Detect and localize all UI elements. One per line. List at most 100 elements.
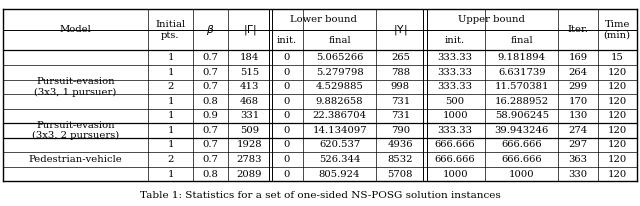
Text: 5.065266: 5.065266	[316, 53, 364, 62]
Text: 265: 265	[391, 53, 410, 62]
Text: Initial
pts.: Initial pts.	[156, 20, 186, 40]
Text: 0.9: 0.9	[203, 111, 219, 120]
Text: 0: 0	[284, 155, 290, 164]
Text: 15: 15	[611, 53, 623, 62]
Text: 8532: 8532	[388, 155, 413, 164]
Text: 120: 120	[607, 170, 627, 179]
Text: 5.279798: 5.279798	[316, 68, 364, 77]
Text: 120: 120	[607, 155, 627, 164]
Text: init.: init.	[276, 36, 297, 45]
Text: 120: 120	[607, 82, 627, 91]
Text: $|\mathit{\Upsilon}|$: $|\mathit{\Upsilon}|$	[393, 23, 408, 37]
Text: 2: 2	[167, 155, 173, 164]
Text: 509: 509	[240, 126, 259, 135]
Text: 1000: 1000	[442, 111, 468, 120]
Text: 468: 468	[240, 97, 259, 106]
Text: 666.666: 666.666	[502, 140, 542, 149]
Text: 1: 1	[167, 111, 173, 120]
Text: 170: 170	[568, 97, 588, 106]
Text: 16.288952: 16.288952	[495, 97, 549, 106]
Text: 120: 120	[607, 126, 627, 135]
Text: 299: 299	[568, 82, 588, 91]
Text: 9.181894: 9.181894	[498, 53, 546, 62]
Text: final: final	[511, 36, 533, 45]
Text: 0.7: 0.7	[203, 68, 219, 77]
Text: 413: 413	[240, 82, 259, 91]
Text: 998: 998	[391, 82, 410, 91]
Text: Time
(min): Time (min)	[604, 20, 631, 40]
Text: 0: 0	[284, 68, 290, 77]
Text: 2: 2	[167, 82, 173, 91]
Text: 333.33: 333.33	[438, 53, 472, 62]
Text: Model: Model	[60, 25, 92, 34]
Text: Pursuit-evasion
(3x3, 1 pursuer): Pursuit-evasion (3x3, 1 pursuer)	[35, 77, 117, 97]
Text: 0.7: 0.7	[203, 155, 219, 164]
Text: 805.924: 805.924	[319, 170, 360, 179]
Text: 0: 0	[284, 111, 290, 120]
Text: 169: 169	[568, 53, 588, 62]
Text: 500: 500	[445, 97, 465, 106]
Text: 731: 731	[391, 97, 410, 106]
Text: 4.529885: 4.529885	[316, 82, 364, 91]
Text: $|\mathit{\Gamma}|$: $|\mathit{\Gamma}|$	[243, 23, 256, 37]
Text: 620.537: 620.537	[319, 140, 360, 149]
Text: 58.906245: 58.906245	[495, 111, 549, 120]
Text: 1: 1	[167, 97, 173, 106]
Text: 1: 1	[167, 126, 173, 135]
Text: 2089: 2089	[237, 170, 262, 179]
Text: Pursuit-evasion
(3x3, 2 pursuers): Pursuit-evasion (3x3, 2 pursuers)	[32, 121, 119, 140]
Text: 331: 331	[240, 111, 259, 120]
Text: init.: init.	[445, 36, 465, 45]
Text: 39.943246: 39.943246	[495, 126, 549, 135]
Text: 0: 0	[284, 82, 290, 91]
Text: 297: 297	[568, 140, 588, 149]
Text: 1000: 1000	[442, 170, 468, 179]
Text: 788: 788	[391, 68, 410, 77]
Text: 0.8: 0.8	[203, 170, 219, 179]
Text: 0: 0	[284, 140, 290, 149]
Text: 1: 1	[167, 53, 173, 62]
Text: 14.134097: 14.134097	[312, 126, 367, 135]
Text: 120: 120	[607, 140, 627, 149]
Text: 515: 515	[240, 68, 259, 77]
Text: 2783: 2783	[237, 155, 262, 164]
Text: 184: 184	[240, 53, 259, 62]
Text: 790: 790	[391, 126, 410, 135]
Text: 120: 120	[607, 97, 627, 106]
Text: 731: 731	[391, 111, 410, 120]
Text: final: final	[328, 36, 351, 45]
Text: 11.570381: 11.570381	[495, 82, 549, 91]
Text: 1: 1	[167, 68, 173, 77]
Text: 333.33: 333.33	[438, 82, 472, 91]
Text: 333.33: 333.33	[438, 68, 472, 77]
Text: 5708: 5708	[388, 170, 413, 179]
Text: 0: 0	[284, 97, 290, 106]
Text: Table 1: Statistics for a set of one-sided NS-POSG solution instances: Table 1: Statistics for a set of one-sid…	[140, 191, 500, 200]
Text: 130: 130	[568, 111, 588, 120]
Text: 526.344: 526.344	[319, 155, 360, 164]
Text: 666.666: 666.666	[435, 140, 476, 149]
Text: $\beta$: $\beta$	[207, 23, 215, 37]
Text: 0.7: 0.7	[203, 140, 219, 149]
Text: 666.666: 666.666	[502, 155, 542, 164]
Text: 0: 0	[284, 53, 290, 62]
Text: 0.8: 0.8	[203, 97, 219, 106]
Text: 0: 0	[284, 126, 290, 135]
Text: Iter.: Iter.	[568, 25, 588, 34]
Text: 4936: 4936	[388, 140, 413, 149]
Text: 1000: 1000	[509, 170, 534, 179]
Text: 333.33: 333.33	[438, 126, 472, 135]
Text: 22.386704: 22.386704	[312, 111, 367, 120]
Text: 120: 120	[607, 68, 627, 77]
Text: 120: 120	[607, 111, 627, 120]
Text: 1: 1	[167, 140, 173, 149]
Text: 0.7: 0.7	[203, 126, 219, 135]
Text: 6.631739: 6.631739	[498, 68, 546, 77]
Text: 330: 330	[568, 170, 588, 179]
Text: 9.882658: 9.882658	[316, 97, 364, 106]
Text: Upper bound: Upper bound	[458, 15, 525, 24]
Text: 363: 363	[568, 155, 588, 164]
Text: 0.7: 0.7	[203, 82, 219, 91]
Text: 1928: 1928	[237, 140, 262, 149]
Text: 1: 1	[167, 170, 173, 179]
